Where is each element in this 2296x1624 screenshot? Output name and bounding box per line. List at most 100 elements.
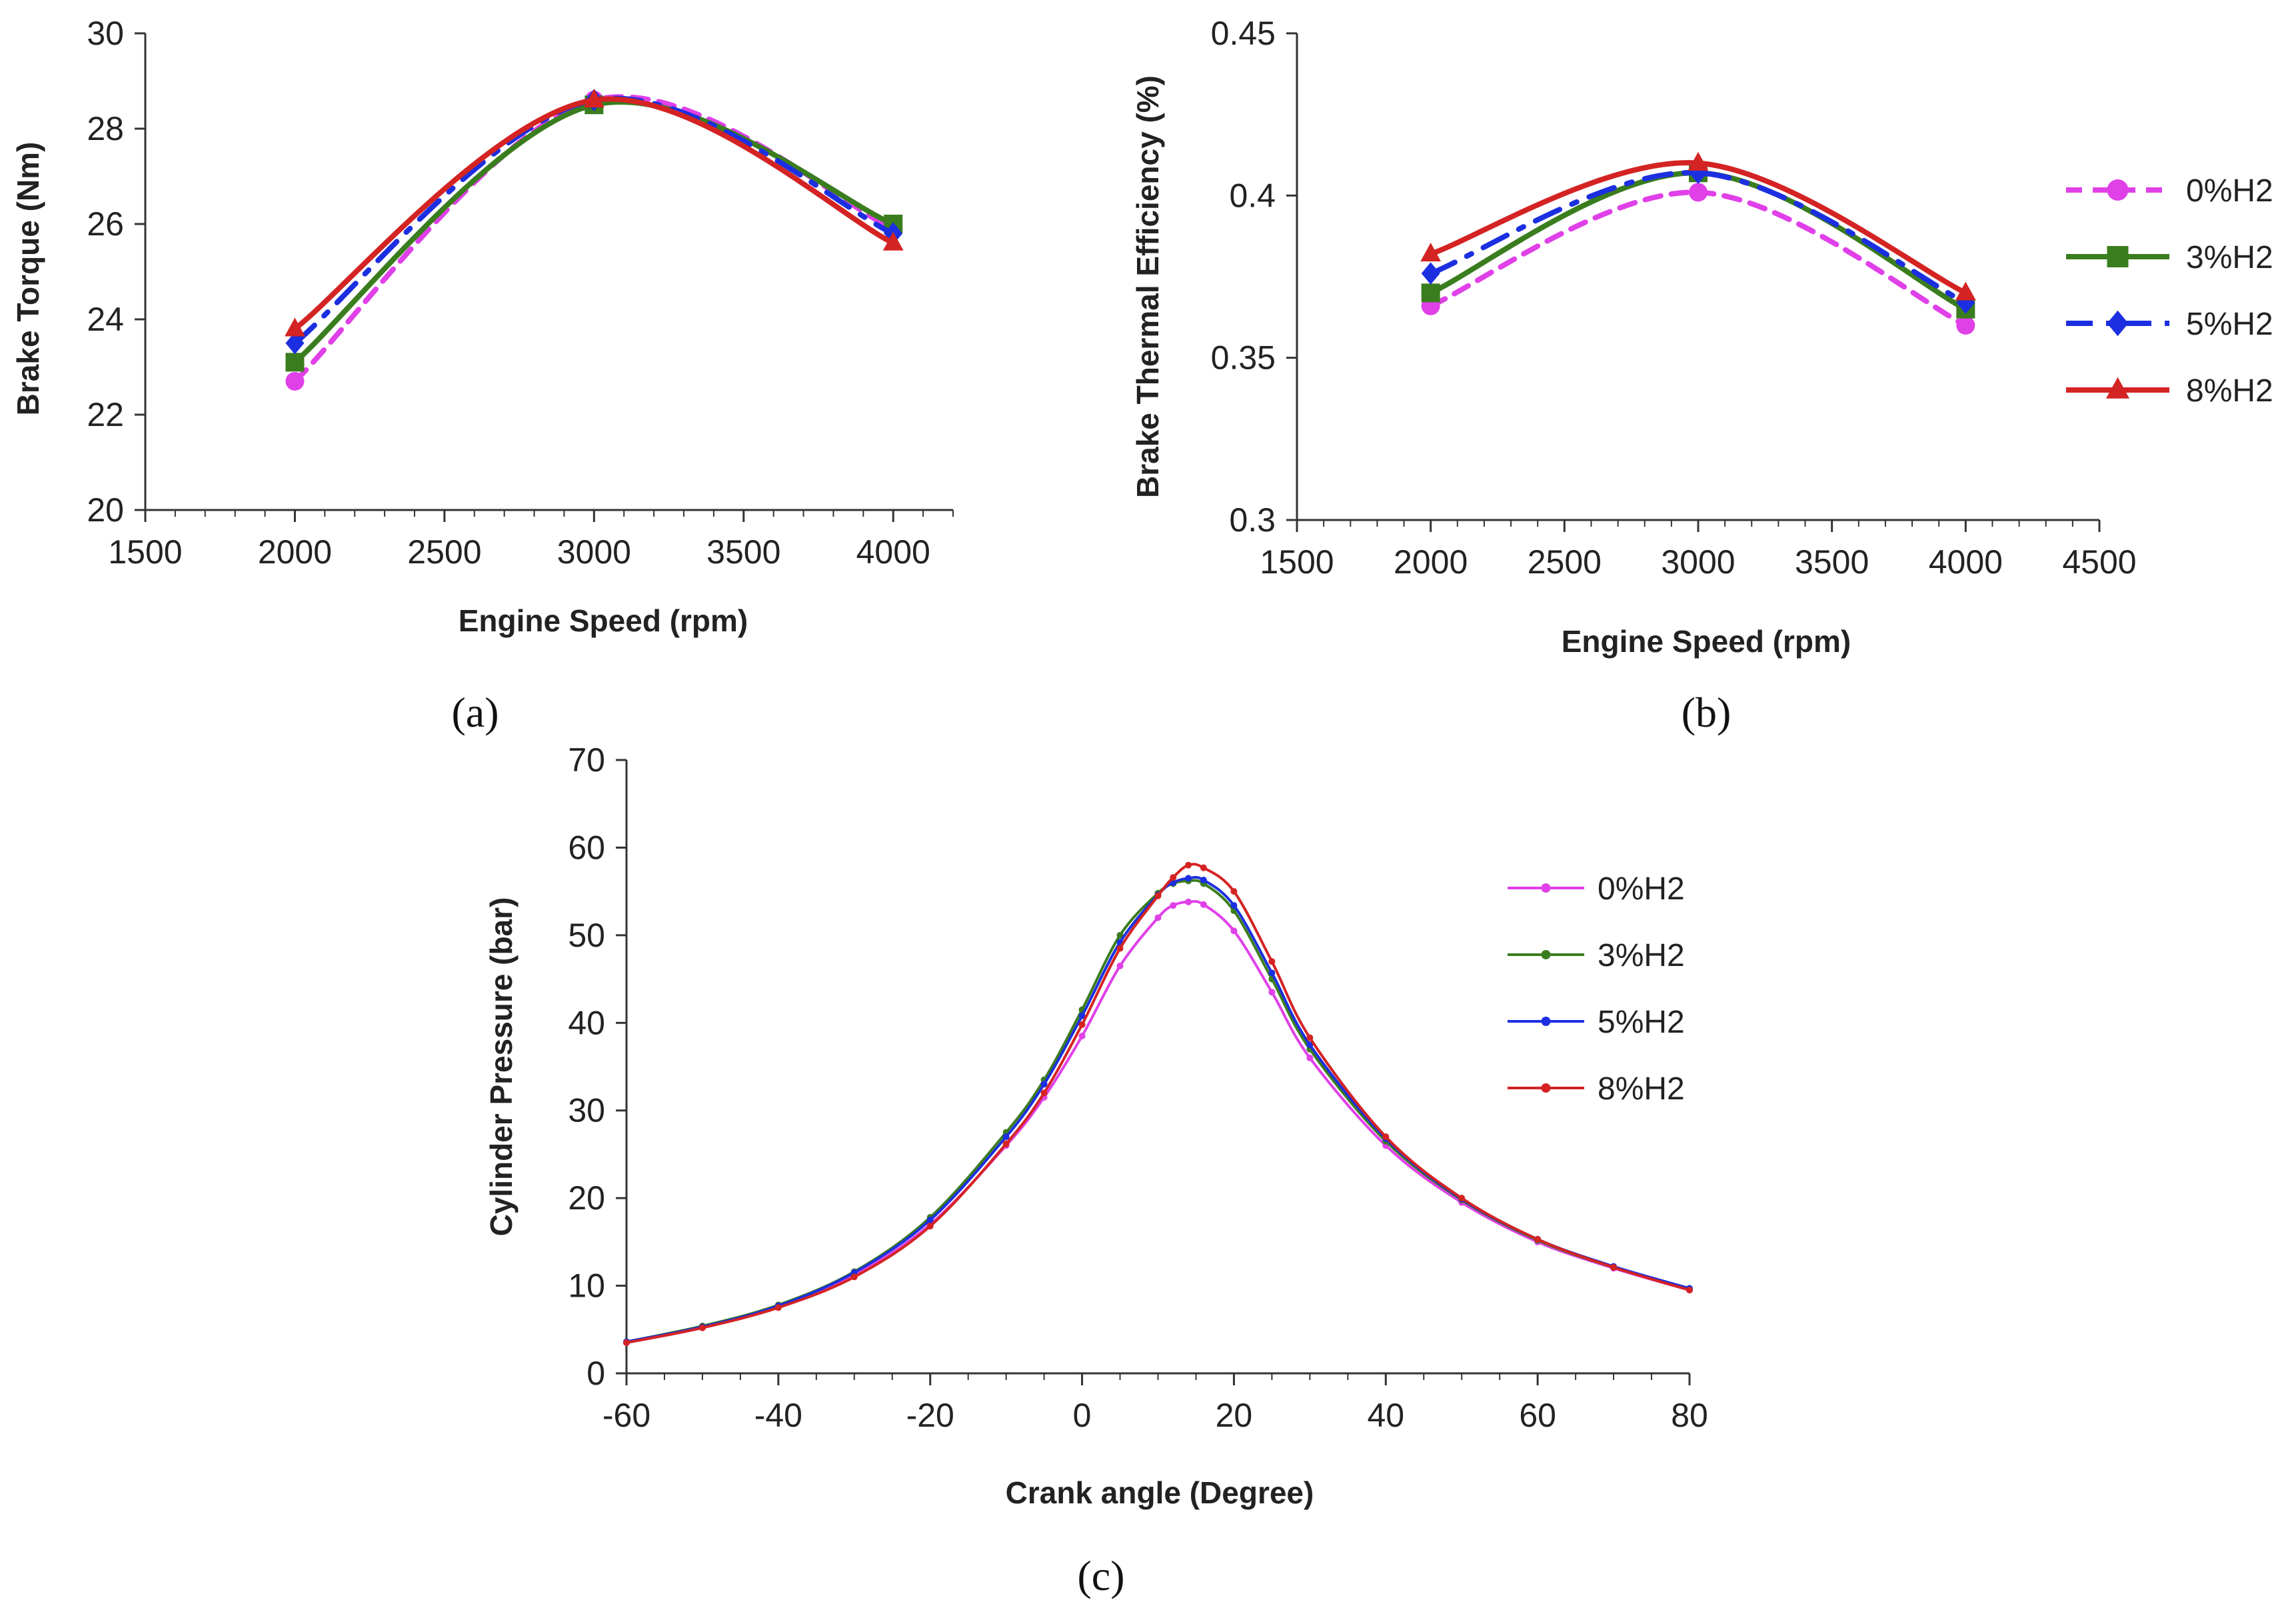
chart-b-x-tick-label: 3500 <box>1795 543 1869 581</box>
chart-c-x-tick-label: 80 <box>1671 1397 1708 1434</box>
chart-b-y-tick-label: 0.45 <box>1211 15 1276 52</box>
chart-b-x-tick-label: 4000 <box>1929 543 2003 581</box>
chart-c-legend-marker <box>1541 1083 1551 1093</box>
chart-b-y-tick-label: 0.35 <box>1211 339 1276 377</box>
chart-c-x-tick-label: 0 <box>1073 1397 1092 1434</box>
chart-b-series <box>1420 151 1976 335</box>
chart-a-x-tick-label: 2000 <box>258 533 332 571</box>
chart-c-data-point <box>1078 1012 1086 1019</box>
chart-c-data-point <box>1610 1263 1618 1271</box>
chart-c-data-point <box>1534 1235 1542 1243</box>
chart-c-data-point <box>1306 1034 1314 1041</box>
chart-a-y-tick-label: 20 <box>87 491 124 529</box>
chart-a-axes <box>144 33 953 511</box>
chart-a-series-3 <box>285 89 904 337</box>
chart-c-data-point <box>1078 1021 1086 1028</box>
chart-a-data-point <box>285 317 305 337</box>
chart-b-x-tick-label: 3000 <box>1661 543 1735 581</box>
chart-c-legend-item: 5%H2 <box>1508 1005 1685 1040</box>
chart-a-x-axis-title: Engine Speed (rpm) <box>459 603 748 638</box>
chart-b-legend-marker <box>2107 179 2129 201</box>
chart-c-x-axis-title: Crank angle (Degree) <box>1006 1475 1314 1510</box>
chart-c-data-point <box>1040 1081 1048 1088</box>
chart-b-legend-label: 8%H2 <box>2186 373 2273 409</box>
chart-b-legend: 0%H2 3%H2 5%H2 8%H2 <box>2066 173 2273 409</box>
chart-c-data-point <box>698 1324 706 1331</box>
chart-c-data-point <box>623 1339 630 1346</box>
chart-c-data-point <box>1170 874 1177 881</box>
chart-b-x-tick-label: 1500 <box>1260 543 1334 581</box>
chart-b-data-point <box>1420 243 1442 262</box>
chart-c-x-tick-label: 20 <box>1216 1397 1253 1434</box>
chart-b-legend-item: 0%H2 <box>2066 173 2273 209</box>
chart-a-y-axis-title: Brake Torque (Nm) <box>11 142 45 416</box>
chart-b-x-tick-label: 2500 <box>1528 543 1602 581</box>
chart-a-y-tick-label: 24 <box>87 301 124 338</box>
chart-a-series <box>285 89 904 391</box>
chart-c-x-tick-label: 40 <box>1367 1397 1404 1434</box>
chart-a-y-tick-label: 26 <box>87 205 124 243</box>
chart-c-data-point <box>774 1304 782 1311</box>
chart-c-data-point <box>926 1223 934 1230</box>
chart-c-y-tick-label: 40 <box>568 1004 605 1041</box>
chart-c-y-tick-label: 60 <box>568 829 605 866</box>
chart-c-data-point <box>850 1273 858 1281</box>
chart-b-series-line <box>1428 170 1969 305</box>
chart-b-y-tick-label: 0.3 <box>1229 501 1276 539</box>
chart-a-y-tick-label: 28 <box>87 110 124 147</box>
chart-b-legend-marker <box>2105 377 2130 399</box>
chart-c-data-point <box>1078 1033 1086 1039</box>
chart-c-data-point <box>1116 962 1124 969</box>
chart-c-data-point <box>1200 864 1207 871</box>
chart-a-x-tick-label: 3500 <box>706 533 780 571</box>
chart-a-data-point <box>882 231 904 251</box>
chart-c-x-tick-label: 60 <box>1519 1397 1556 1434</box>
chart-a-x-tick-label: 4000 <box>856 533 930 571</box>
chart-c-x-tick-label: -60 <box>602 1397 650 1434</box>
chart-c-data-point <box>1268 969 1276 977</box>
chart-c-data-point <box>1116 931 1124 939</box>
chart-b-data-point <box>1688 151 1709 171</box>
chart-c-cylinder-pressure: -60 -40 -20 0 20 40 60 80 0 10 20 30 40 50 60 70 Crank … <box>484 741 1708 1599</box>
chart-c-legend-label: 8%H2 <box>1598 1071 1685 1107</box>
chart-c-y-tick-label: 0 <box>586 1355 605 1392</box>
chart-a-x-tick-label: 1500 <box>108 533 182 571</box>
chart-b-legend-item: 5%H2 <box>2066 307 2273 342</box>
chart-c-y-tick-label: 30 <box>568 1092 605 1129</box>
chart-b-series-3 <box>1420 151 1976 301</box>
chart-a-data-point <box>285 331 305 355</box>
chart-c-data-point <box>1686 1287 1693 1294</box>
chart-c-y-axis-title: Cylinder Pressure (bar) <box>484 897 519 1237</box>
chart-c-data-point <box>1185 898 1192 905</box>
chart-c-data-point <box>1200 901 1207 908</box>
chart-a-data-point <box>285 371 305 391</box>
chart-a-brake-torque: 1500 2000 2500 3000 3500 4000 20 22 24 26 28 30 Eng… <box>11 15 954 736</box>
chart-b-data-point <box>1689 183 1708 202</box>
chart-c-legend-marker <box>1541 883 1551 893</box>
chart-b-legend-label: 5%H2 <box>2186 307 2273 342</box>
chart-c-ticks: -60 -40 -20 0 20 40 60 80 0 10 20 30 40 50 60 70 <box>568 741 1708 1434</box>
chart-c-legend-label: 0%H2 <box>1598 871 1685 907</box>
chart-b-y-axis-title: Brake Thermal Efficiency (%) <box>1130 75 1165 498</box>
chart-c-y-tick-label: 10 <box>568 1267 605 1305</box>
chart-c-data-point <box>1154 914 1162 921</box>
chart-c-data-point <box>1230 888 1238 895</box>
chart-c-legend: 0%H2 3%H2 5%H2 8%H2 <box>1508 871 1685 1107</box>
chart-a-x-tick-label: 2500 <box>407 533 481 571</box>
chart-a-y-tick-label: 22 <box>87 396 124 433</box>
chart-c-x-tick-label: -20 <box>906 1397 954 1434</box>
panel-label-b: (b) <box>1682 689 1731 736</box>
panel-label-a: (a) <box>451 689 499 736</box>
chart-a-data-point <box>583 89 604 108</box>
chart-c-data-point <box>926 1217 934 1223</box>
chart-c-data-point <box>1040 1089 1048 1097</box>
panel-label-c: (c) <box>1077 1552 1124 1599</box>
chart-c-legend-marker <box>1541 950 1551 959</box>
chart-c-data-point <box>1185 875 1192 882</box>
chart-c-data-point <box>1002 1133 1010 1141</box>
chart-c-series-3 <box>623 861 1693 1346</box>
chart-b-legend-marker <box>2107 310 2129 337</box>
chart-b-brake-thermal-efficiency: 1500 2000 2500 3000 3500 4000 4500 0.3 0.35 0.4 0.… <box>1130 15 2273 736</box>
chart-b-legend-label: 3%H2 <box>2186 240 2273 275</box>
